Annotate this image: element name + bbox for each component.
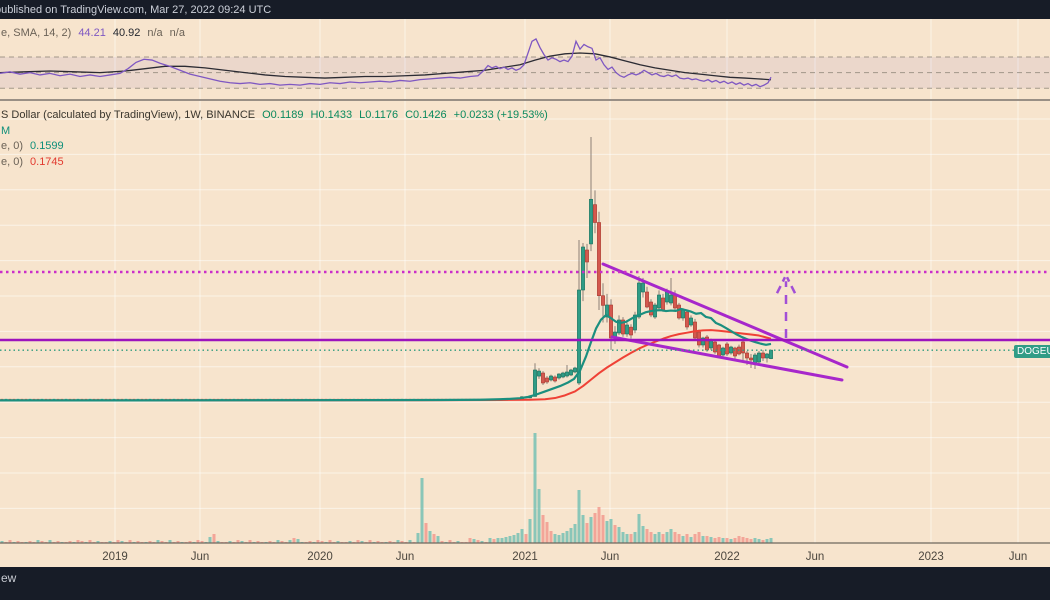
- footer-text-fragment: ew: [1, 571, 17, 585]
- drawings-layer: [0, 262, 1050, 382]
- time-axis-label[interactable]: Jun: [396, 551, 415, 563]
- time-axis-label[interactable]: 2022: [714, 551, 740, 563]
- ma-slow-params-fragment: e, 0): [1, 155, 24, 168]
- ohlc-low: L0.1176: [359, 109, 399, 121]
- rsi-smoothing-value: 40.92: [112, 27, 141, 39]
- ohlc-change: +0.0233 (+19.53%): [453, 109, 548, 121]
- time-axis-label[interactable]: Jun: [191, 551, 210, 563]
- time-axis-label[interactable]: Jun: [601, 551, 620, 563]
- grid-layer: [0, 19, 1050, 543]
- rsi-params-fragment: e, SMA, 14, 2): [1, 27, 72, 39]
- time-axis-label[interactable]: Jun: [1009, 551, 1028, 563]
- footer-bar: ew: [0, 567, 1050, 600]
- time-axis-label[interactable]: 2023: [918, 551, 944, 563]
- ohlc-open: O0.1189: [262, 109, 304, 121]
- time-axis-label[interactable]: 2020: [307, 551, 333, 563]
- symbol-title-fragment: S Dollar (calculated by TradingView), 1W…: [1, 109, 256, 121]
- publish-info-bar: published on TradingView.com, Mar 27, 20…: [0, 0, 1050, 19]
- indicator-row-ma-slow: e, 0) 0.1745: [1, 155, 548, 171]
- indicator-row-ma-fast: e, 0) 0.1599: [1, 139, 548, 155]
- time-axis[interactable]: [0, 543, 1050, 567]
- rsi-legend: e, SMA, 14, 2) 44.21 40.92 n/a n/a: [1, 27, 185, 39]
- time-axis-label[interactable]: 2021: [512, 551, 538, 563]
- publish-info-text: published on TradingView.com, Mar 27, 20…: [0, 4, 272, 16]
- rsi-value: 44.21: [78, 27, 106, 39]
- rsi-lower-band-value: n/a: [169, 27, 185, 39]
- time-axis-label[interactable]: Jun: [806, 551, 825, 563]
- lower-trendline: [610, 335, 844, 382]
- symbol-ohlc-row: S Dollar (calculated by TradingView), 1W…: [1, 108, 548, 124]
- rsi-pane: [0, 38, 1050, 89]
- symbol-legend: S Dollar (calculated by TradingView), 1W…: [1, 108, 548, 170]
- moving-averages-layer: [0, 307, 772, 402]
- ohlc-close: C0.1426: [405, 109, 447, 121]
- breakout-arrow: [775, 276, 797, 338]
- price-line-symbol-badge: DOGEUSD: [1014, 345, 1050, 358]
- time-axis-label[interactable]: 2019: [102, 551, 128, 563]
- time-axis-labels: 2019 Jun 2020 Jun 2021 Jun 2022 Jun 2023 Jun: [102, 551, 1027, 563]
- rsi-smoothing-line: [0, 52, 772, 81]
- indicator-row-volume: M: [1, 124, 548, 140]
- ma-fast-line: [0, 307, 772, 402]
- rsi-line: [0, 38, 772, 88]
- indicator-fragment: M: [1, 124, 11, 137]
- volume-layer: [0, 433, 773, 543]
- ma-fast-value: 0.1599: [30, 140, 64, 152]
- ma-slow-line: [0, 329, 772, 402]
- ma-slow-value: 0.1745: [30, 155, 64, 168]
- ohlc-high: H0.1433: [310, 109, 353, 121]
- ma-fast-params-fragment: e, 0): [1, 140, 24, 152]
- frame-layer: [0, 99, 1050, 544]
- rsi-upper-band-value: n/a: [147, 27, 163, 39]
